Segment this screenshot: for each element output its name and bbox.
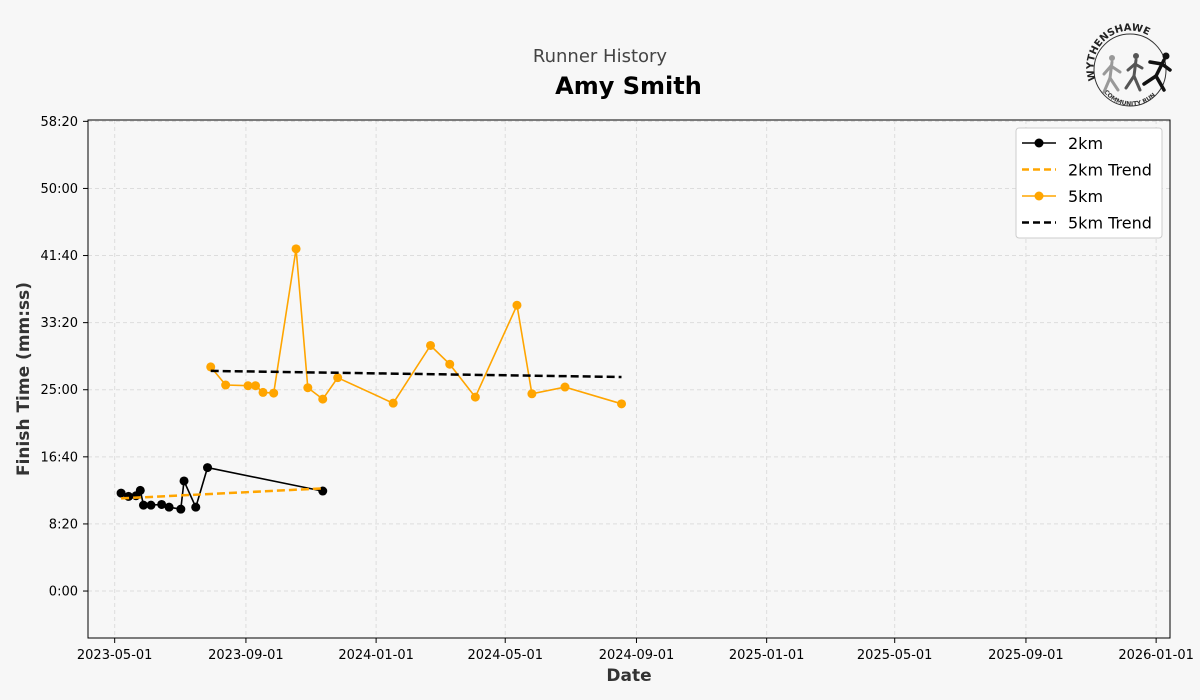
data-point-5km <box>617 399 627 409</box>
runner-figure-dark <box>1142 52 1172 92</box>
data-point-5km <box>221 380 231 390</box>
x-tick-label: 2023-05-01 <box>77 648 153 663</box>
data-point-5km <box>269 388 279 398</box>
runner-figure-light <box>1102 55 1122 94</box>
x-axis-title: Date <box>606 666 651 686</box>
data-point-5km <box>318 394 328 404</box>
y-tick-label: 41:40 <box>41 249 78 264</box>
y-axis-title: Finish Time (mm:ss) <box>14 282 34 476</box>
y-tick-label: 8:20 <box>49 517 78 532</box>
x-tick-label: 2024-05-01 <box>467 648 543 663</box>
y-tick-label: 33:20 <box>41 316 78 331</box>
y-tick-label: 58:20 <box>41 115 78 130</box>
data-point-2km <box>116 488 126 498</box>
data-point-2km <box>138 500 148 510</box>
legend-label-5km: 5km <box>1068 187 1103 206</box>
data-point-2km <box>135 485 145 495</box>
x-tick-label: 2025-01-01 <box>729 648 805 663</box>
logo-text-bottom: COMMUNITY RUN <box>1102 89 1157 108</box>
data-point-5km <box>527 389 537 399</box>
data-point-5km <box>333 373 343 383</box>
data-point-2km <box>179 476 189 486</box>
page-title: Amy Smith <box>555 72 702 100</box>
data-point-5km <box>512 300 522 310</box>
legend-marker-5km <box>1034 191 1044 201</box>
legend-label-2km-trend: 2km Trend <box>1068 161 1152 180</box>
series-layer <box>116 244 627 514</box>
x-tick-label: 2025-09-01 <box>988 648 1064 663</box>
logo-ring <box>1093 33 1167 107</box>
legend-marker-2km <box>1034 138 1044 148</box>
y-tick-label: 50:00 <box>41 182 78 197</box>
logo-text-top: WYTHENSHAWE <box>1085 22 1151 81</box>
series-line-2km-trend <box>121 487 323 500</box>
data-point-5km <box>560 382 570 392</box>
data-point-2km <box>157 499 167 509</box>
legend: 2km 2km Trend 5km 5km Trend <box>1015 127 1163 239</box>
page-subtitle: Runner History <box>532 46 668 67</box>
data-point-5km <box>388 398 398 408</box>
data-point-2km <box>146 500 156 510</box>
data-point-5km <box>291 244 301 254</box>
data-point-5km <box>258 387 268 397</box>
data-point-5km <box>251 381 261 391</box>
data-point-2km <box>164 502 174 512</box>
x-tick-label: 2024-01-01 <box>338 648 414 663</box>
legend-label-5km-trend: 5km Trend <box>1068 214 1152 233</box>
data-point-5km <box>303 383 313 393</box>
data-point-5km <box>445 359 455 369</box>
data-point-2km <box>176 504 186 514</box>
data-point-5km <box>426 340 436 350</box>
data-point-5km <box>243 381 253 391</box>
x-tick-label: 2025-05-01 <box>857 648 933 663</box>
data-point-2km <box>203 463 213 473</box>
data-point-2km <box>191 502 201 512</box>
y-tick-label: 16:40 <box>41 450 78 465</box>
series-line-5km <box>210 248 622 405</box>
plot-frame <box>87 119 1171 639</box>
y-tick-label: 25:00 <box>41 383 78 398</box>
series-line-5km-trend <box>210 369 622 379</box>
wythenshawe-logo: WYTHENSHAWE COMMUNITY RUN <box>1085 22 1172 108</box>
y-tick-label: 0:00 <box>49 585 78 600</box>
x-tick-label: 2026-01-01 <box>1118 648 1194 663</box>
axis-ticks: 2023-05-01 2023-09-01 2024-01-01 2024-05-01… <box>41 115 1194 663</box>
x-tick-label: 2024-09-01 <box>599 648 675 663</box>
runner-figure-mid <box>1124 53 1144 92</box>
legend-box <box>1015 127 1163 239</box>
grid <box>88 120 1170 638</box>
legend-label-2km: 2km <box>1068 134 1103 153</box>
data-point-5km <box>206 362 216 372</box>
x-tick-label: 2023-09-01 <box>208 648 284 663</box>
data-point-5km <box>470 392 480 402</box>
